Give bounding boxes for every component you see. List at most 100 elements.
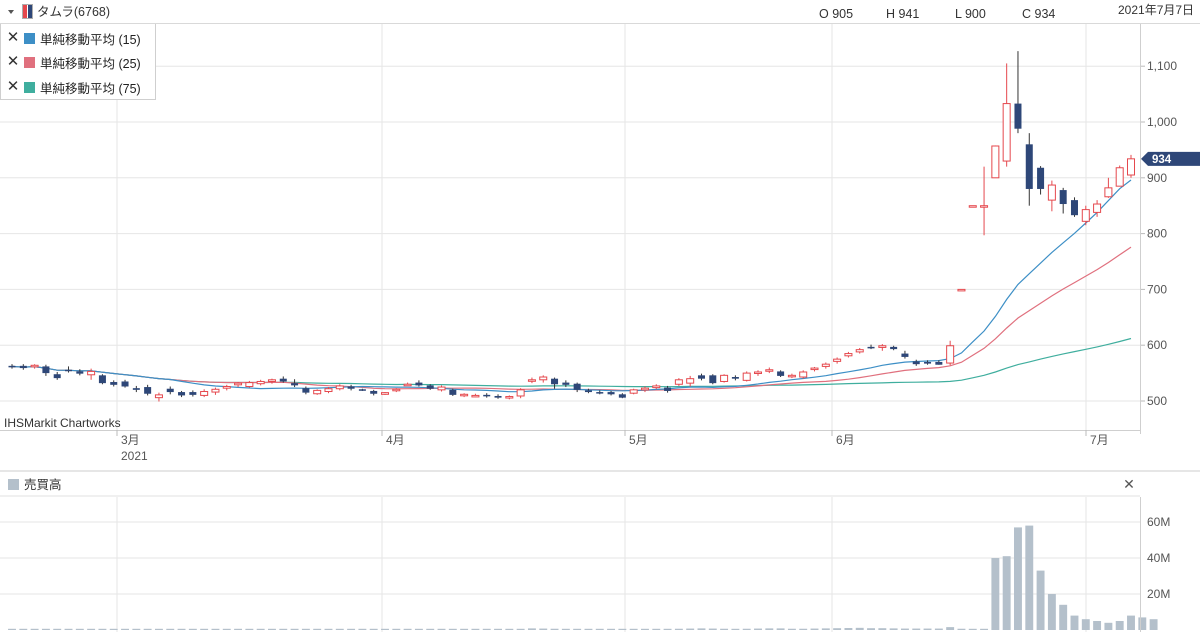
candle — [30, 364, 39, 369]
candle — [403, 382, 412, 387]
candle — [935, 360, 943, 365]
volume-tick-label: 40M — [1147, 551, 1170, 565]
volume-bar — [1093, 621, 1102, 630]
volume-bar — [505, 628, 514, 630]
candle — [1126, 154, 1136, 178]
candle — [516, 388, 525, 399]
volume-bar — [742, 628, 751, 630]
volume-bar — [595, 628, 604, 630]
candle — [562, 380, 570, 388]
remove-sma25-close-icon[interactable]: ✕ — [6, 53, 20, 70]
price-chart[interactable]: 500 600 700 800 900 1,000 1,100 934 IHSMarkit … — [0, 24, 1200, 470]
volume-bar — [75, 628, 84, 630]
volume-bar — [900, 628, 909, 630]
volume-bar — [494, 628, 502, 630]
candlesticks — [8, 51, 1136, 402]
candle — [867, 344, 875, 350]
volume-bar — [64, 628, 73, 630]
candle — [821, 362, 830, 369]
x-tick-label: 6月 — [836, 433, 855, 447]
candle — [980, 166, 989, 236]
volume-bar — [166, 628, 175, 630]
volume-bar — [754, 628, 762, 630]
candle — [1070, 197, 1078, 217]
sma25-color-swatch — [24, 56, 35, 68]
remove-sma15-close-icon[interactable]: ✕ — [6, 29, 20, 46]
candle — [607, 390, 615, 396]
candle — [799, 370, 808, 379]
volume-bar — [98, 628, 107, 630]
volume-bar — [132, 628, 141, 630]
volume-bar — [607, 628, 616, 630]
price-y-axis: 500 600 700 800 900 1,000 1,100 — [1140, 24, 1177, 434]
volume-bar — [867, 628, 875, 630]
candle — [629, 388, 638, 395]
ticker-title: タムラ(6768) — [37, 5, 110, 19]
volume-bar — [8, 628, 16, 630]
candle — [324, 387, 333, 394]
volume-bar — [912, 628, 921, 630]
candle — [178, 390, 186, 398]
volume-bar — [426, 628, 435, 630]
collapse-triangle-icon[interactable] — [8, 10, 14, 14]
volume-bar — [143, 628, 152, 630]
volume-bar — [889, 628, 898, 630]
volume-bar — [1081, 619, 1090, 630]
remove-sma75-close-icon[interactable]: ✕ — [6, 78, 20, 95]
sma-75-line — [11, 337, 1132, 388]
sma75-label: 単純移動平均 (75) — [40, 81, 141, 96]
candle — [787, 373, 796, 379]
candle — [991, 145, 1000, 179]
volume-bar — [301, 628, 310, 630]
x-tick-label: 7月 — [1090, 433, 1109, 447]
y-tick-label: 500 — [1147, 394, 1167, 408]
candle — [912, 359, 920, 366]
candle — [471, 393, 480, 398]
volume-color-swatch — [8, 479, 19, 490]
candle — [539, 375, 548, 383]
volume-bar — [991, 558, 1000, 630]
volume-bar — [674, 628, 683, 630]
volume-bar — [279, 628, 288, 630]
volume-bar — [1070, 615, 1079, 630]
candle — [437, 385, 446, 392]
volume-bar — [765, 628, 774, 630]
volume-bar — [188, 628, 197, 630]
candle — [415, 380, 423, 387]
candle — [166, 386, 174, 395]
candle — [742, 371, 751, 382]
volume-chart[interactable]: 売買高 20M 40M 60M — [0, 470, 1200, 632]
candle — [720, 374, 729, 383]
volume-bar — [946, 627, 955, 630]
candle — [200, 389, 209, 398]
candle — [810, 366, 819, 372]
volume-bar — [1025, 525, 1034, 630]
candle — [765, 367, 774, 374]
candle — [483, 393, 491, 398]
candle — [652, 384, 661, 390]
volume-bar — [720, 628, 729, 630]
candle — [968, 205, 977, 208]
volume-bar — [358, 628, 367, 630]
close-volume-panel-close-icon[interactable]: ✕ — [1123, 476, 1135, 492]
candle — [222, 384, 231, 391]
volume-bar — [19, 628, 28, 630]
sma25-label: 単純移動平均 (25) — [40, 56, 141, 71]
candle — [890, 345, 898, 351]
candle — [42, 364, 50, 376]
volume-bar — [618, 628, 627, 630]
candle — [709, 374, 717, 385]
candle — [87, 368, 96, 380]
volume-bar — [708, 628, 717, 630]
candle — [505, 395, 514, 400]
sma-15-line — [11, 179, 1132, 393]
candle — [527, 377, 536, 384]
volume-bar — [121, 628, 129, 630]
volume-bar — [980, 628, 989, 630]
volume-bar — [177, 628, 186, 630]
volume-bar — [1014, 527, 1022, 630]
candle — [1104, 177, 1113, 198]
candle — [392, 388, 401, 393]
last-price-tag: 934 — [1141, 151, 1200, 166]
volume-bar — [53, 628, 62, 630]
